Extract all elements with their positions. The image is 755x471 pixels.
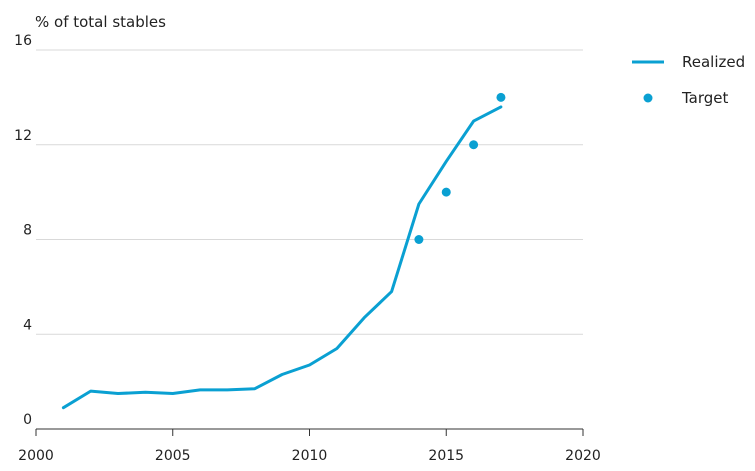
x-axis-ticks: 2000 2005 2010 2015 2020 <box>18 429 601 464</box>
y-tick-label: 8 <box>23 223 32 239</box>
legend: Realized Target <box>632 53 745 107</box>
series-layer <box>61 92 506 410</box>
y-tick-label: 12 <box>14 128 32 144</box>
y-axis-ticks: 0 4 8 12 16 <box>14 33 32 428</box>
legend-label: Realized <box>682 53 745 71</box>
gridlines <box>36 49 583 335</box>
series-line-realized <box>61 105 503 410</box>
x-tick-label: 2000 <box>18 448 54 464</box>
y-tick-label: 4 <box>23 317 32 333</box>
y-tick-label: 0 <box>23 412 32 428</box>
y-tick-label: 16 <box>14 33 32 49</box>
x-tick-label: 2005 <box>155 448 191 464</box>
legend-label: Target <box>681 89 729 107</box>
x-tick-label: 2020 <box>565 448 601 464</box>
target-point <box>469 140 479 150</box>
target-point <box>441 187 451 197</box>
x-tick-label: 2010 <box>292 448 328 464</box>
target-point <box>496 92 506 102</box>
target-point <box>414 235 424 244</box>
y-axis-label: % of total stables <box>35 13 166 31</box>
x-tick-label: 2015 <box>428 448 464 464</box>
legend-swatch-target <box>643 93 653 103</box>
